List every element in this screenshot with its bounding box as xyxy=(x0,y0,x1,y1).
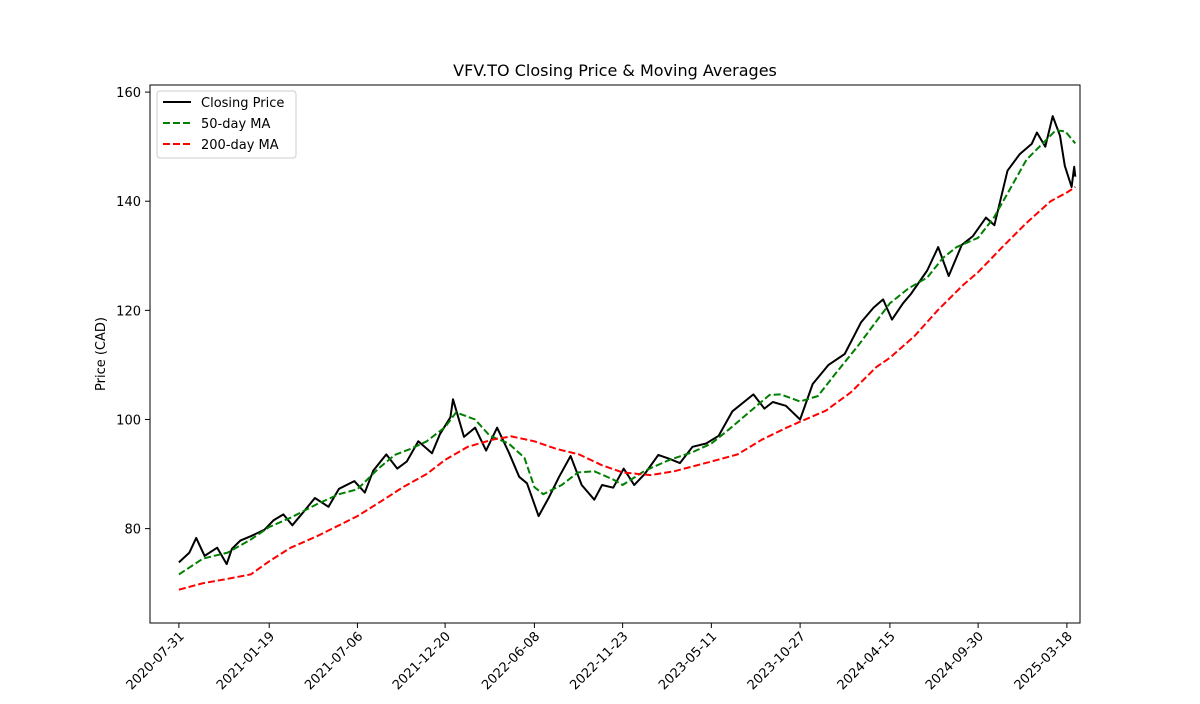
series-line-ma200 xyxy=(178,186,1076,591)
legend-label-closing: Closing Price xyxy=(201,96,284,111)
x-tick-label: 2024-09-30 xyxy=(923,629,987,693)
legend: Closing Price 50-day MA 200-day MA xyxy=(156,90,297,159)
x-tick-label: 2020-07-31 xyxy=(124,629,188,693)
x-tick-label: 2021-07-06 xyxy=(302,629,366,693)
legend-label-ma50: 50-day MA xyxy=(201,117,270,132)
y-axis-label: Price (CAD) xyxy=(94,317,109,391)
y-tick-label: 140 xyxy=(116,195,141,210)
x-tick-label: 2023-10-27 xyxy=(745,629,809,693)
x-tick-label: 2025-03-18 xyxy=(1012,629,1076,693)
y-tick-label: 80 xyxy=(124,523,141,538)
y-tick-label: 100 xyxy=(116,413,141,428)
series-line-closing-price xyxy=(178,115,1077,566)
x-tick-label: 2021-12-20 xyxy=(390,629,454,693)
y-tick-label: 160 xyxy=(116,86,141,101)
x-tick-label: 2022-06-08 xyxy=(479,629,543,693)
x-tick-label: 2023-05-11 xyxy=(656,629,720,693)
x-axis: 2020-07-31 2021-01-19 2021-07-06 2021-12-20… xyxy=(124,623,1076,693)
x-tick-label: 2021-01-19 xyxy=(214,629,278,693)
legend-box xyxy=(156,90,297,159)
y-tick-label: 120 xyxy=(116,304,141,319)
x-tick-label: 2022-11-23 xyxy=(567,629,631,693)
series-layer xyxy=(178,115,1077,591)
legend-label-ma200: 200-day MA xyxy=(201,138,279,153)
x-tick-label: 2024-04-15 xyxy=(835,629,899,693)
chart-title: VFV.TO Closing Price & Moving Averages xyxy=(453,61,777,80)
series-line-ma50 xyxy=(178,129,1077,576)
plot-frame xyxy=(149,84,1081,624)
y-axis: 80 100 120 140 160 xyxy=(116,86,150,538)
